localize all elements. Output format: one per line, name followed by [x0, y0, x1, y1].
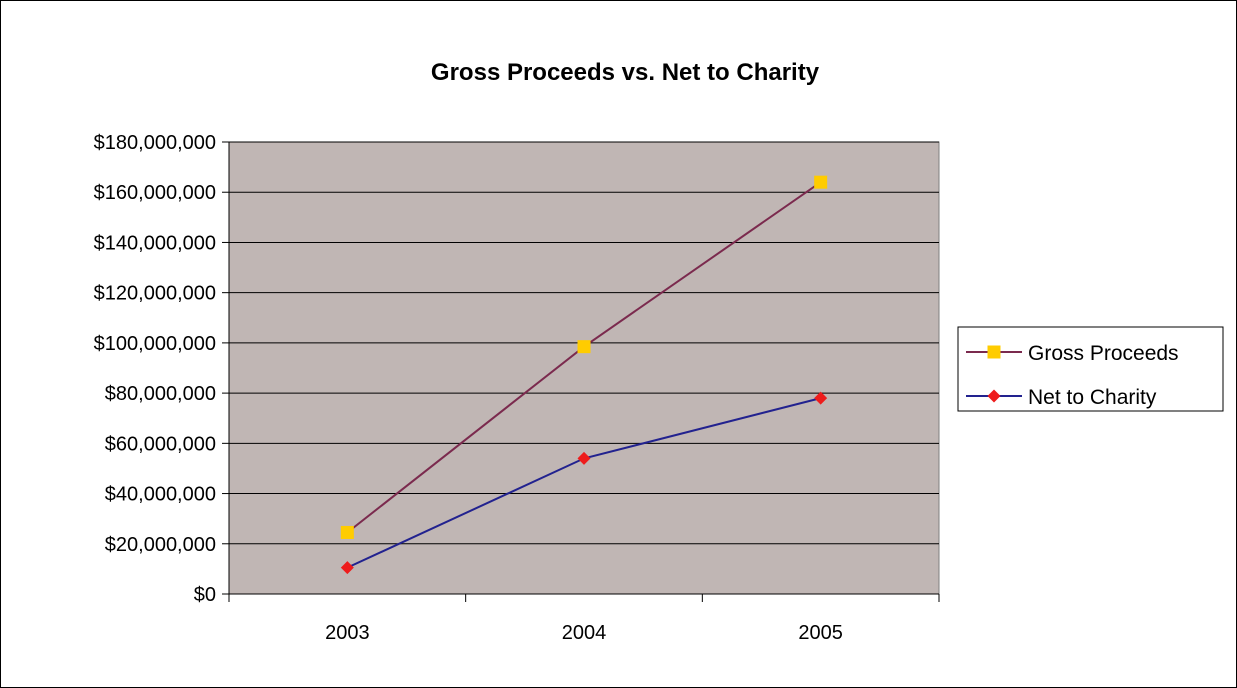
y-tick-label: $160,000,000	[94, 182, 216, 204]
legend: Gross Proceeds Net to Charity	[957, 326, 1224, 412]
x-tick-label: 2003	[325, 622, 370, 644]
x-tick-label: 2005	[798, 622, 843, 644]
y-tick-label: $100,000,000	[94, 333, 216, 355]
legend-label: Net to Charity	[1028, 386, 1157, 409]
legend-marker	[987, 345, 1001, 359]
data-point	[814, 175, 828, 189]
y-tick-label: $20,000,000	[105, 534, 216, 556]
data-point	[340, 525, 354, 539]
legend-label: Gross Proceeds	[1028, 342, 1179, 365]
chart-title: Gross Proceeds vs. Net to Charity	[431, 59, 820, 86]
y-tick-label: $140,000,000	[94, 232, 216, 254]
data-point	[340, 561, 354, 575]
data-point	[577, 340, 591, 354]
y-tick-label: $120,000,000	[94, 283, 216, 305]
plot-area	[228, 141, 940, 595]
series-lines	[340, 175, 828, 575]
series-1	[340, 391, 828, 575]
series-0	[340, 175, 828, 539]
data-point	[814, 391, 828, 405]
legend-item: Gross Proceeds	[966, 342, 1179, 365]
y-tick-label: $80,000,000	[105, 383, 216, 405]
y-tick-label: $0	[194, 584, 216, 606]
x-tick-label: 2004	[562, 622, 607, 644]
y-tick-label: $180,000,000	[94, 132, 216, 154]
y-tick-label: $60,000,000	[105, 433, 216, 455]
y-tick-label: $40,000,000	[105, 484, 216, 506]
legend-item: Net to Charity	[966, 386, 1157, 409]
axes: $0 $20,000,000 $40,000,000 $60,000,000 $80,0…	[94, 132, 940, 644]
legend-marker	[987, 389, 1001, 403]
data-point	[577, 451, 591, 465]
grid-lines	[229, 141, 939, 545]
